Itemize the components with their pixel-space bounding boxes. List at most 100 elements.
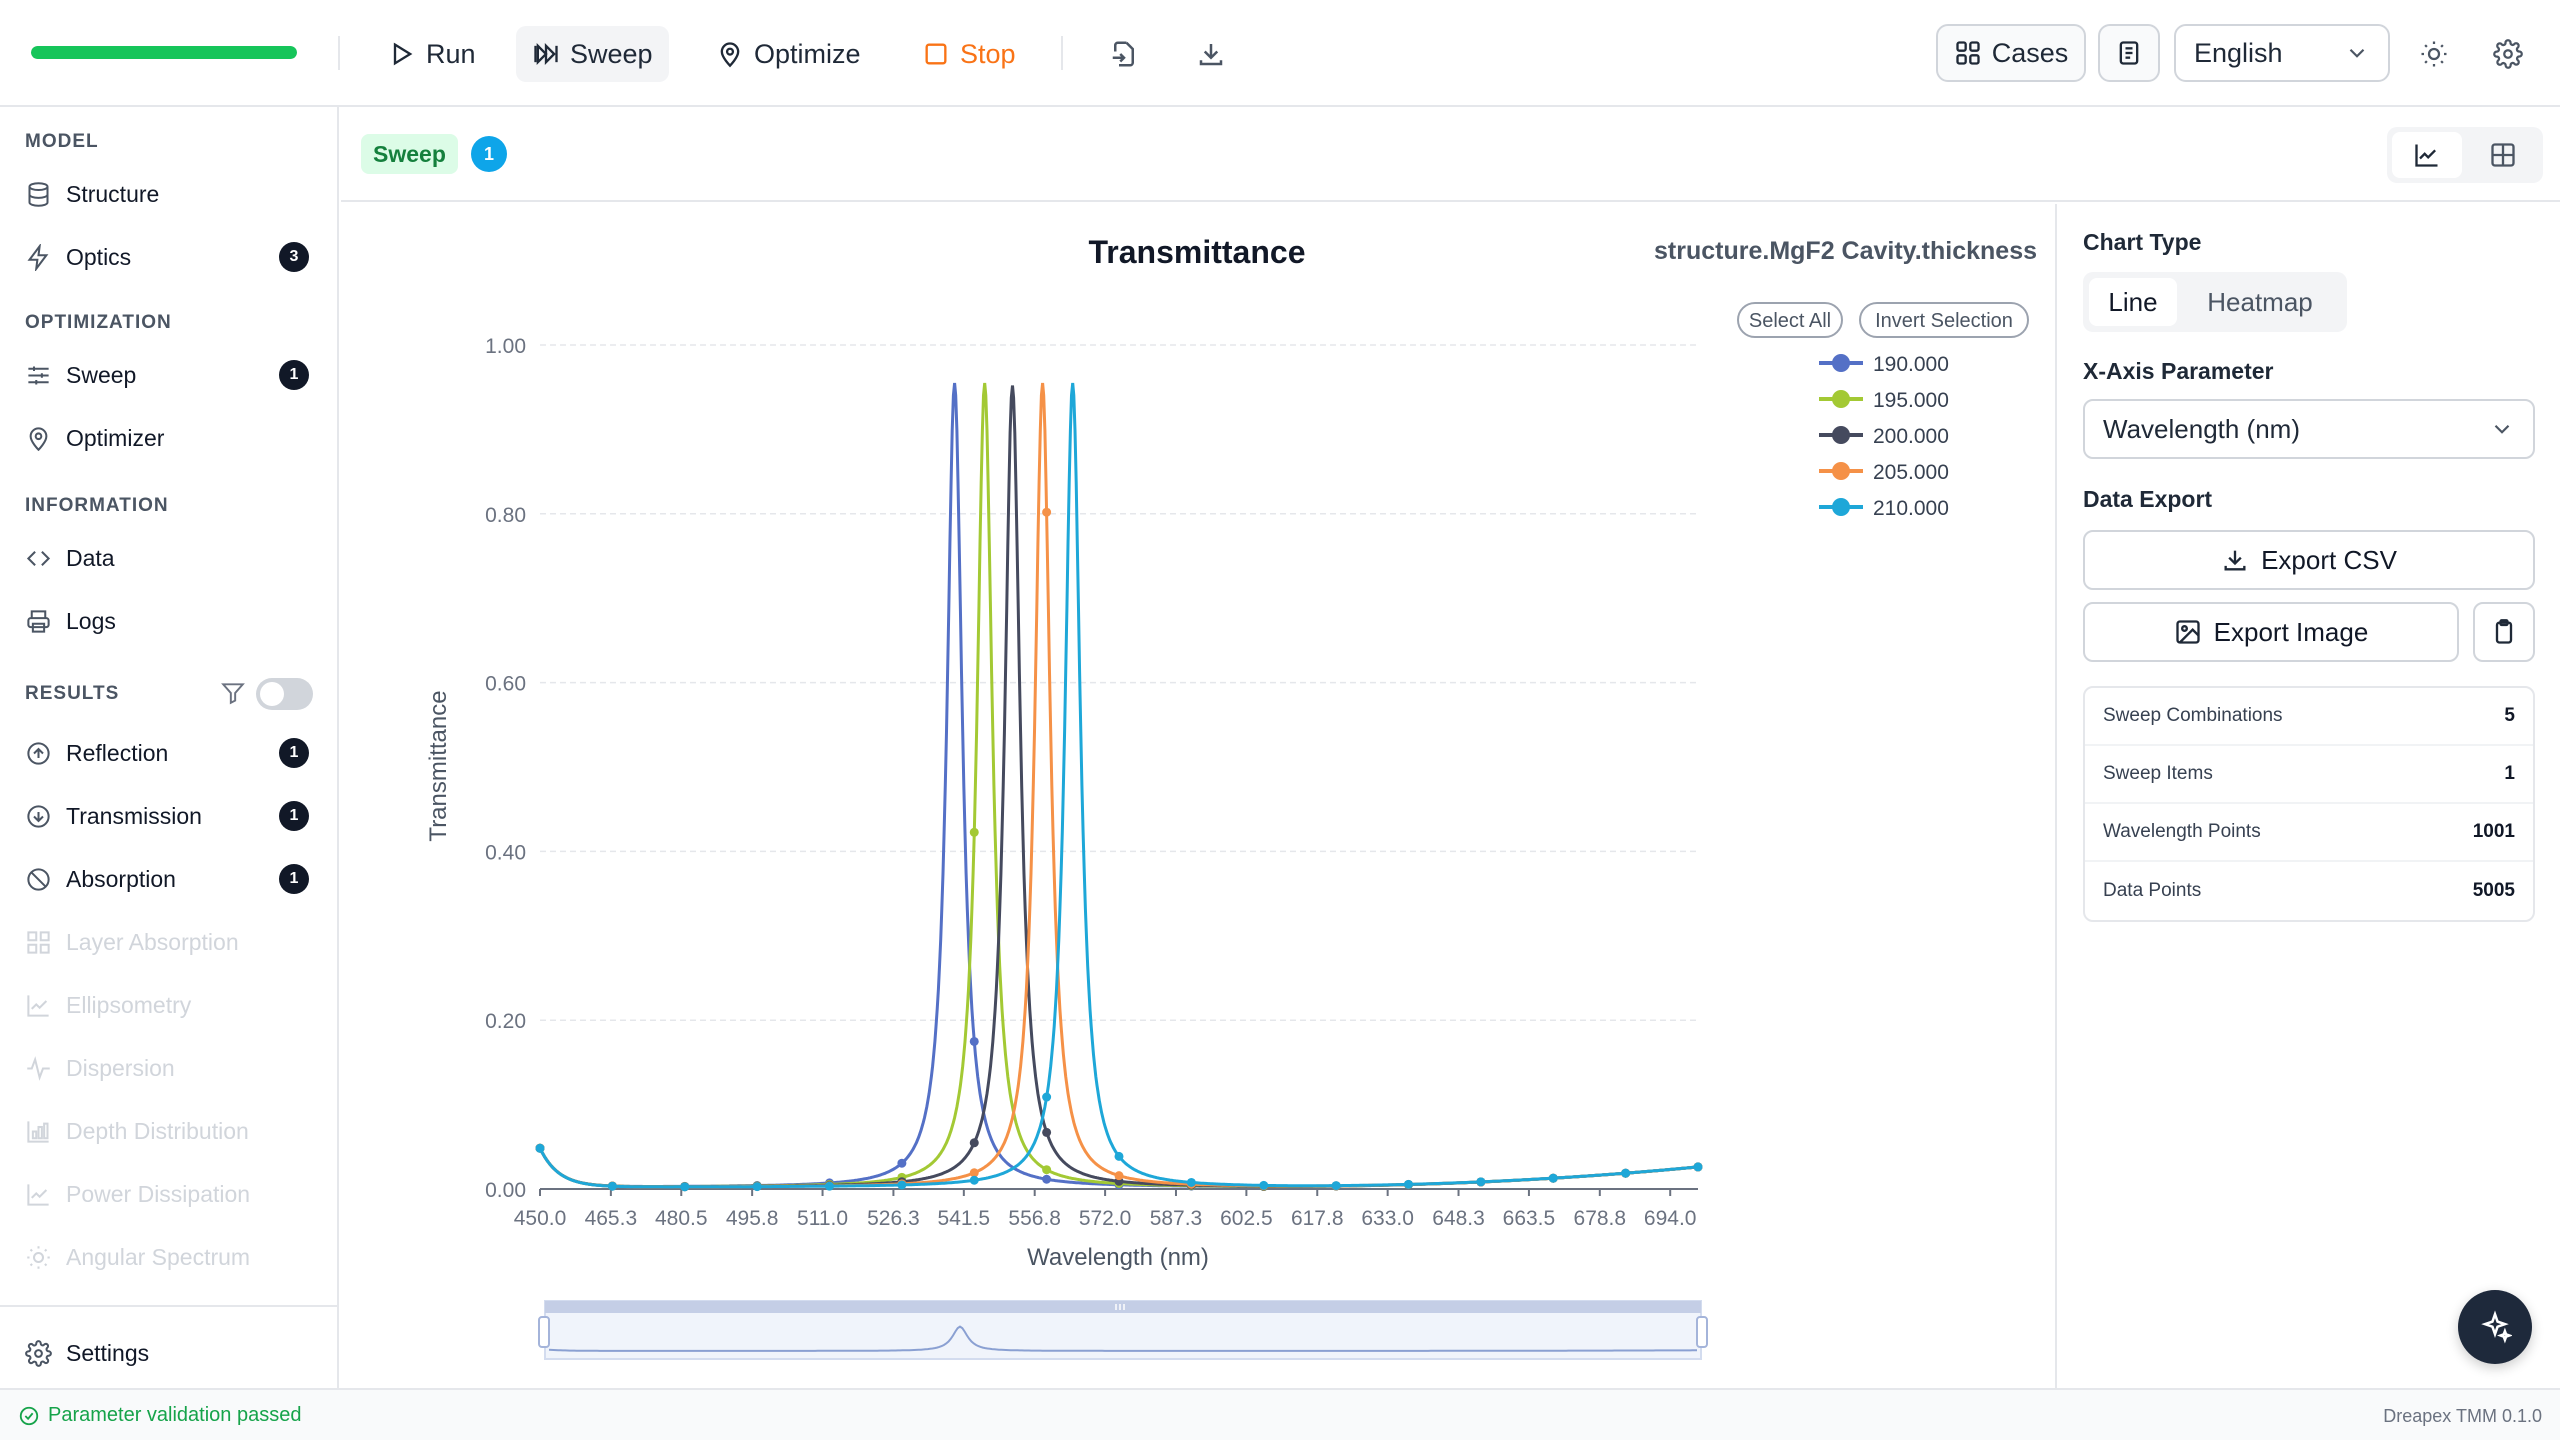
sidebar-item-structure[interactable]: Structure — [25, 169, 315, 219]
count-badge: 1 — [279, 801, 309, 831]
sidebar-item-absorption[interactable]: Absorption 1 — [25, 854, 315, 904]
count-badge: 1 — [279, 738, 309, 768]
optimize-label: Optimize — [754, 38, 861, 69]
notes-button[interactable] — [2098, 24, 2160, 82]
series-point — [1114, 1151, 1124, 1161]
chart-view-button[interactable] — [2392, 132, 2462, 178]
fast-forward-icon — [534, 43, 558, 65]
ai-assistant-button[interactable] — [2458, 1290, 2532, 1364]
run-button[interactable]: Run — [372, 26, 492, 82]
stop-button[interactable]: Stop — [906, 26, 1032, 82]
toolbar-divider — [1061, 36, 1063, 70]
sidebar-item-logs[interactable]: Logs — [25, 596, 315, 646]
gear-icon — [2493, 39, 2523, 69]
clipboard-icon — [2495, 619, 2513, 644]
zoom-handle-right[interactable] — [1696, 1316, 1708, 1348]
y-tick-label: 1.00 — [485, 335, 526, 358]
database-icon — [28, 181, 49, 207]
legend-swatch-marker — [1832, 498, 1850, 516]
x-tick-label: 450.0 — [514, 1207, 567, 1230]
sidebar-item-optics[interactable]: Optics 3 — [25, 232, 315, 282]
sidebar-item-settings[interactable]: Settings — [25, 1328, 315, 1378]
legend-select-all-button[interactable]: Select All — [1737, 302, 1843, 338]
chevron-down-icon — [2349, 48, 2365, 58]
chart-icon — [27, 1183, 49, 1206]
export-image-button[interactable]: Export Image — [2083, 602, 2459, 662]
sidebar-item-label: Reflection — [66, 739, 169, 766]
sidebar-item-optimizer[interactable]: Optimizer — [25, 413, 315, 463]
series-point — [1404, 1179, 1413, 1189]
sidebar-item-data[interactable]: Data — [25, 533, 315, 583]
x-axis-parameter-label: X-Axis Parameter — [2083, 358, 2274, 384]
chart-subtitle: structure.MgF2 Cavity.thickness — [1654, 237, 2037, 265]
legend-item-label: 190.000 — [1873, 353, 1949, 376]
stats-row: Wavelength Points 1001 — [2085, 804, 2533, 862]
results-filter-toggle[interactable] — [256, 678, 313, 710]
pin-icon — [29, 426, 48, 451]
sparkles-icon — [2481, 1310, 2512, 1344]
import-button[interactable] — [1100, 30, 1148, 78]
chart-legend: 190.000 195.000 200.000 205.000 210.000 — [1819, 353, 1949, 520]
play-icon — [393, 42, 413, 66]
sidebar-item-reflection[interactable]: Reflection 1 — [25, 728, 315, 778]
zoom-drag-grip[interactable] — [1115, 1304, 1125, 1310]
printer-icon — [27, 609, 50, 633]
data-zoom-slider[interactable] — [538, 1300, 1708, 1360]
x-tick-label: 541.5 — [938, 1207, 991, 1230]
theme-toggle-button[interactable] — [2410, 30, 2458, 78]
stats-row: Sweep Items 1 — [2085, 746, 2533, 804]
stats-value: 1 — [2504, 763, 2515, 784]
sidebar-item-label: Settings — [66, 1339, 150, 1366]
stats-value: 1001 — [2472, 821, 2515, 842]
sweep-button[interactable]: Sweep — [516, 26, 669, 82]
language-select[interactable]: English — [2174, 24, 2390, 82]
x-tick-label: 511.0 — [797, 1207, 848, 1230]
optimize-button[interactable]: Optimize — [700, 26, 877, 82]
stats-value: 5005 — [2472, 880, 2515, 901]
pulse-icon — [27, 1055, 50, 1081]
export-csv-label: Export CSV — [2261, 544, 2397, 575]
x-tick-label: 617.8 — [1291, 1207, 1344, 1230]
series-point — [969, 1175, 979, 1185]
lightning-icon — [27, 243, 49, 271]
transmittance-chart[interactable]: Transmittance structure.MgF2 Cavity.thic… — [341, 204, 2055, 1388]
sidebar-item-label: Logs — [66, 607, 116, 634]
toolbar-divider — [338, 36, 340, 70]
legend-invert-selection-button[interactable]: Invert Selection — [1859, 302, 2029, 338]
chart-type-heatmap-button[interactable]: Heatmap — [2207, 286, 2313, 317]
table-view-button[interactable] — [2468, 132, 2538, 178]
export-csv-button[interactable]: Export CSV — [2083, 530, 2535, 590]
zoom-preview-line — [548, 1325, 1697, 1352]
chart-type-selector: Line Heatmap — [2083, 272, 2347, 332]
arrow-down-circle-icon — [27, 804, 50, 828]
legend-swatch-marker — [1832, 462, 1850, 480]
cases-button[interactable]: Cases — [1936, 24, 2086, 82]
sidebar-item-sweep[interactable]: Sweep 1 — [25, 350, 315, 400]
sidebar-item-angular-spectrum: Angular Spectrum — [25, 1232, 315, 1282]
series-line — [538, 382, 1699, 1189]
copy-image-button[interactable] — [2473, 602, 2535, 662]
download-button[interactable] — [1187, 30, 1235, 78]
status-bar: Parameter validation passed Dreapex TMM … — [0, 1388, 2560, 1440]
line-chart-icon — [2415, 144, 2438, 167]
sidebar-item-label: Depth Distribution — [66, 1117, 249, 1144]
progress-fill — [31, 46, 297, 59]
sidebar-item-label: Transmission — [66, 802, 202, 829]
sidebar-item-label: Angular Spectrum — [66, 1243, 251, 1270]
zoom-handle-left[interactable] — [538, 1316, 550, 1348]
sliders-icon — [28, 366, 49, 384]
chart-type-label: Chart Type — [2083, 229, 2202, 255]
cases-label: Cases — [1991, 37, 2069, 68]
x-axis-parameter-select[interactable]: Wavelength (nm) — [2083, 399, 2535, 459]
filter-icon[interactable] — [220, 680, 246, 706]
sidebar-item-transmission[interactable]: Transmission 1 — [25, 791, 315, 841]
chart-type-line-button[interactable]: Line — [2089, 278, 2177, 326]
series-line — [538, 382, 1699, 1188]
tab-sweep[interactable]: Sweep — [361, 134, 458, 174]
code-icon — [26, 550, 51, 566]
x-tick-label: 556.8 — [1008, 1207, 1061, 1230]
ban-icon — [27, 867, 50, 891]
count-badge: 1 — [279, 360, 309, 390]
settings-button[interactable] — [2484, 30, 2532, 78]
series-point — [969, 1168, 979, 1178]
